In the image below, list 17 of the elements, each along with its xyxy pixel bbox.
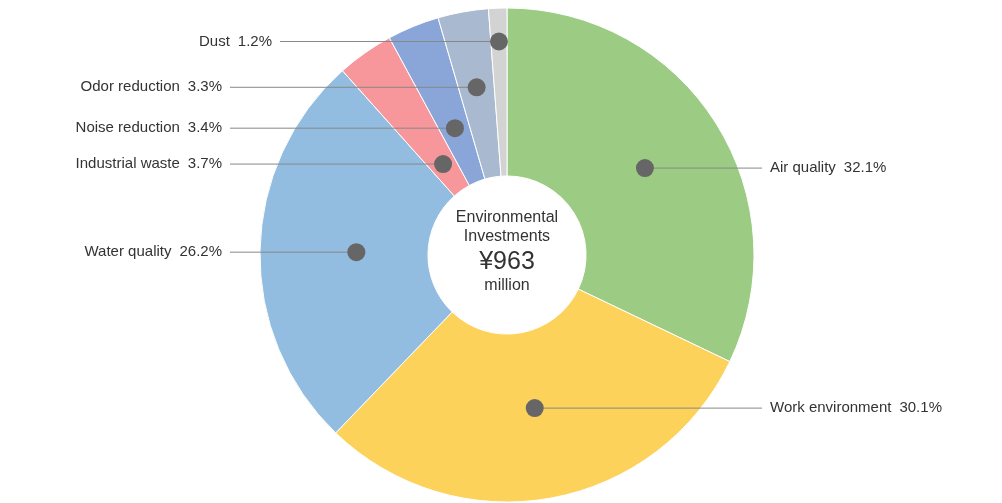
data-label: 3.4% [187, 118, 223, 136]
data-label: 3.3% [187, 77, 223, 95]
slice-label: Work environment [770, 398, 893, 416]
text: ¥963 [478, 245, 536, 275]
slice-label: Water quality [84, 242, 172, 260]
data-label: 1.2% [237, 31, 273, 49]
slice-label: Dust [198, 31, 231, 49]
text: million [483, 275, 531, 294]
slice-label: Air quality [770, 158, 837, 176]
slice-label: Noise reduction [75, 118, 180, 136]
text: Environmental Investments [454, 207, 560, 245]
data-label: 30.1% [899, 398, 942, 416]
data-label: 3.7% [187, 154, 223, 172]
data-label: 26.2% [179, 242, 223, 260]
slice-label: Industrial waste [75, 154, 180, 172]
slice-label: Odor reduction [80, 77, 180, 95]
data-label: 32.1% [843, 158, 887, 176]
